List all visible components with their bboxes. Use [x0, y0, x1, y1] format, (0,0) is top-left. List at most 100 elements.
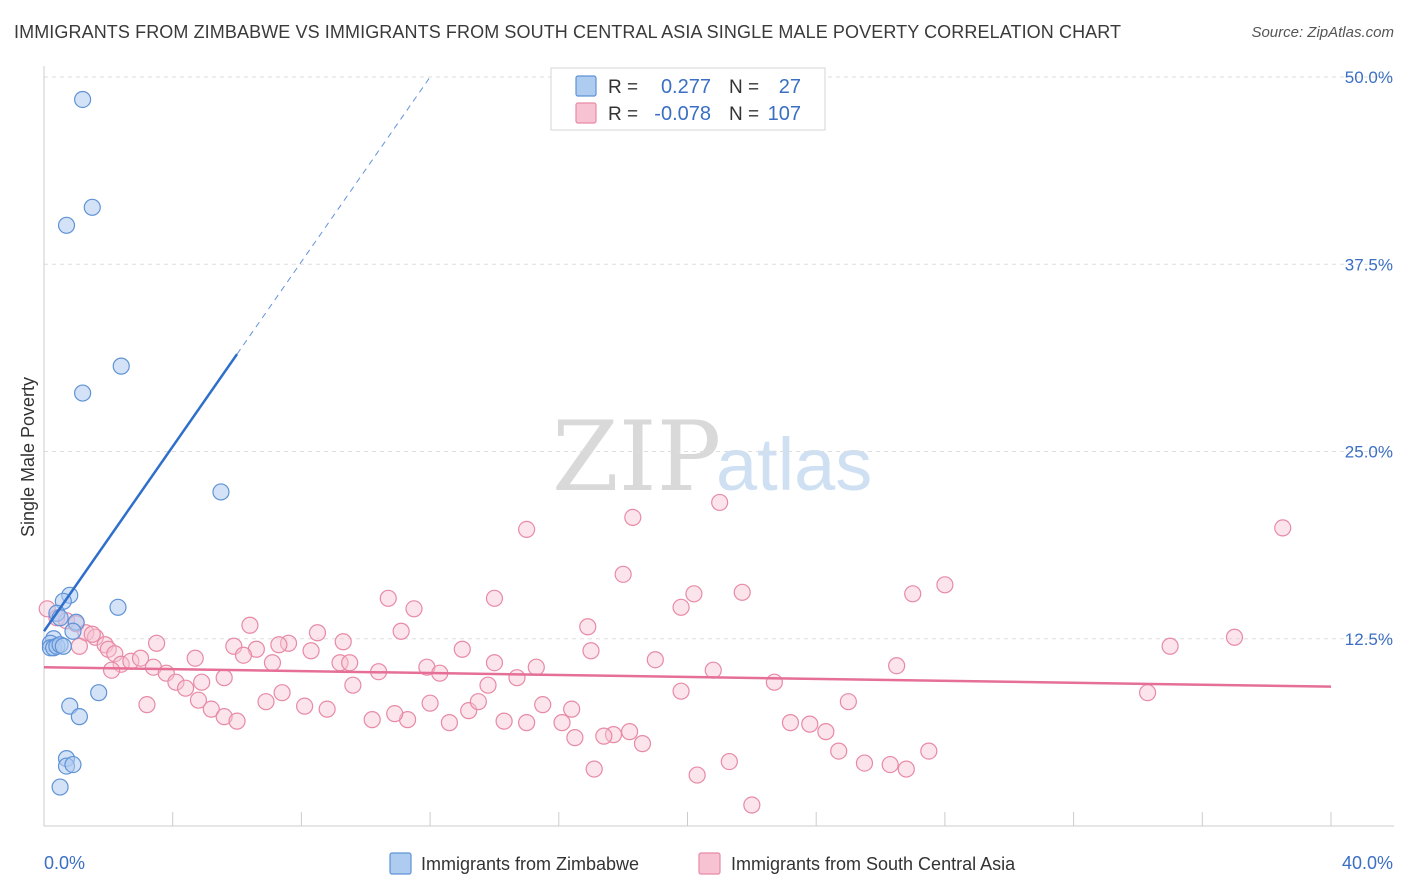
stats-box: R = 0.277 N = 27 R = -0.078 N = 107: [550, 67, 826, 131]
sca-point: [485, 654, 504, 672]
zimbabwe-point: [70, 708, 88, 726]
sca-point: [392, 622, 410, 640]
sca-point: [296, 697, 314, 715]
zimbabwe-point: [212, 483, 230, 501]
sca-point: [479, 676, 497, 694]
sca-point: [148, 634, 166, 652]
zimbabwe-trend-extension: [236, 76, 431, 355]
zimbabwe-point: [83, 198, 101, 216]
sca-point: [704, 661, 722, 679]
sca-point: [855, 754, 874, 772]
sca-point: [633, 735, 652, 753]
sca-point: [386, 705, 404, 723]
sca-point: [341, 654, 359, 672]
sca-point: [421, 694, 439, 712]
sca-point: [765, 673, 783, 691]
trend-lines: [42, 76, 1332, 688]
stats-r-label: R =: [608, 104, 638, 125]
sca-point: [781, 714, 800, 732]
legend: Immigrants from Zimbabwe Immigrants from…: [389, 852, 1016, 875]
sca-point: [263, 654, 282, 672]
sca-point: [881, 755, 899, 774]
sca-point: [469, 693, 487, 711]
sca-trend-line: [43, 665, 1332, 688]
sca-point: [904, 585, 922, 603]
sca-point: [228, 712, 246, 730]
sca-point: [620, 723, 639, 741]
sca-point: [733, 583, 751, 601]
stats-n-label: N =: [729, 104, 759, 125]
sca-point: [585, 760, 603, 778]
sca-point: [897, 760, 915, 778]
stats-zimbabwe-swatch: [575, 75, 597, 97]
sca-point: [234, 646, 253, 664]
sca-point: [176, 679, 195, 697]
sca-point: [131, 649, 150, 667]
sca-point: [308, 624, 327, 642]
sca-point: [508, 669, 526, 687]
axes: [43, 66, 1394, 827]
y-tick-label: 25.0%: [1345, 443, 1393, 462]
stats-box-frame: [550, 67, 826, 131]
zimbabwe-trend-line: [42, 353, 239, 632]
sca-point: [566, 729, 584, 747]
sca-point: [70, 637, 88, 655]
sca-point: [363, 711, 381, 729]
zimbabwe-point: [64, 755, 82, 774]
sca-point: [830, 742, 848, 760]
sca-point: [920, 742, 938, 760]
sca-point: [614, 565, 632, 583]
sca-point: [711, 493, 729, 512]
sca-point: [518, 520, 536, 538]
sca-point: [1225, 628, 1244, 646]
sca-point: [888, 657, 906, 675]
sca-point: [624, 508, 642, 527]
sca-point: [257, 693, 275, 711]
sca-point: [273, 684, 291, 702]
x-tick-label-min: 0.0%: [44, 853, 85, 873]
sca-point: [688, 766, 706, 784]
sca-point: [102, 661, 121, 679]
y-tick-label: 37.5%: [1345, 255, 1393, 274]
watermark-zip: ZIP: [552, 401, 721, 513]
sca-point: [1139, 684, 1157, 702]
sca-point: [167, 673, 185, 691]
sca-point: [563, 700, 581, 718]
sca-point: [553, 714, 571, 732]
sca-point: [672, 598, 690, 616]
sca-point: [193, 673, 211, 691]
sca-point: [839, 693, 857, 711]
zimbabwe-point: [74, 90, 92, 109]
sca-point: [595, 727, 613, 745]
sca-point: [817, 723, 835, 741]
sca-point: [215, 669, 233, 687]
zimbabwe-point: [54, 637, 72, 655]
sca-point: [106, 645, 124, 663]
sca-point: [743, 796, 761, 814]
sca-point: [189, 691, 208, 709]
sca-point: [241, 616, 259, 634]
zimbabwe-point: [61, 697, 79, 715]
zimbabwe-point: [112, 357, 130, 375]
watermark-atlas: atlas: [716, 423, 872, 506]
zimbabwe-point: [57, 216, 76, 234]
stats-sca-swatch: [575, 102, 597, 124]
sca-point: [485, 589, 504, 607]
sca-point: [138, 696, 156, 714]
stats-sca-r: -0.078: [654, 103, 711, 125]
legend-zimbabwe-label: Immigrants from Zimbabwe: [421, 854, 639, 874]
sca-point: [582, 642, 600, 660]
sca-point: [440, 714, 459, 732]
sca-point: [302, 642, 320, 660]
source-label: Source: ZipAtlas.com: [1251, 24, 1394, 41]
y-tick-label: 12.5%: [1345, 630, 1393, 649]
sca-point: [83, 625, 101, 643]
sca-point: [518, 714, 536, 732]
zimbabwe-point: [64, 622, 82, 640]
sca-point: [801, 715, 819, 733]
grid-lines: [44, 76, 1394, 640]
y-tick-label: 50.0%: [1345, 68, 1393, 87]
sca-point: [936, 576, 954, 594]
y-axis-title: Single Male Poverty: [18, 377, 38, 537]
